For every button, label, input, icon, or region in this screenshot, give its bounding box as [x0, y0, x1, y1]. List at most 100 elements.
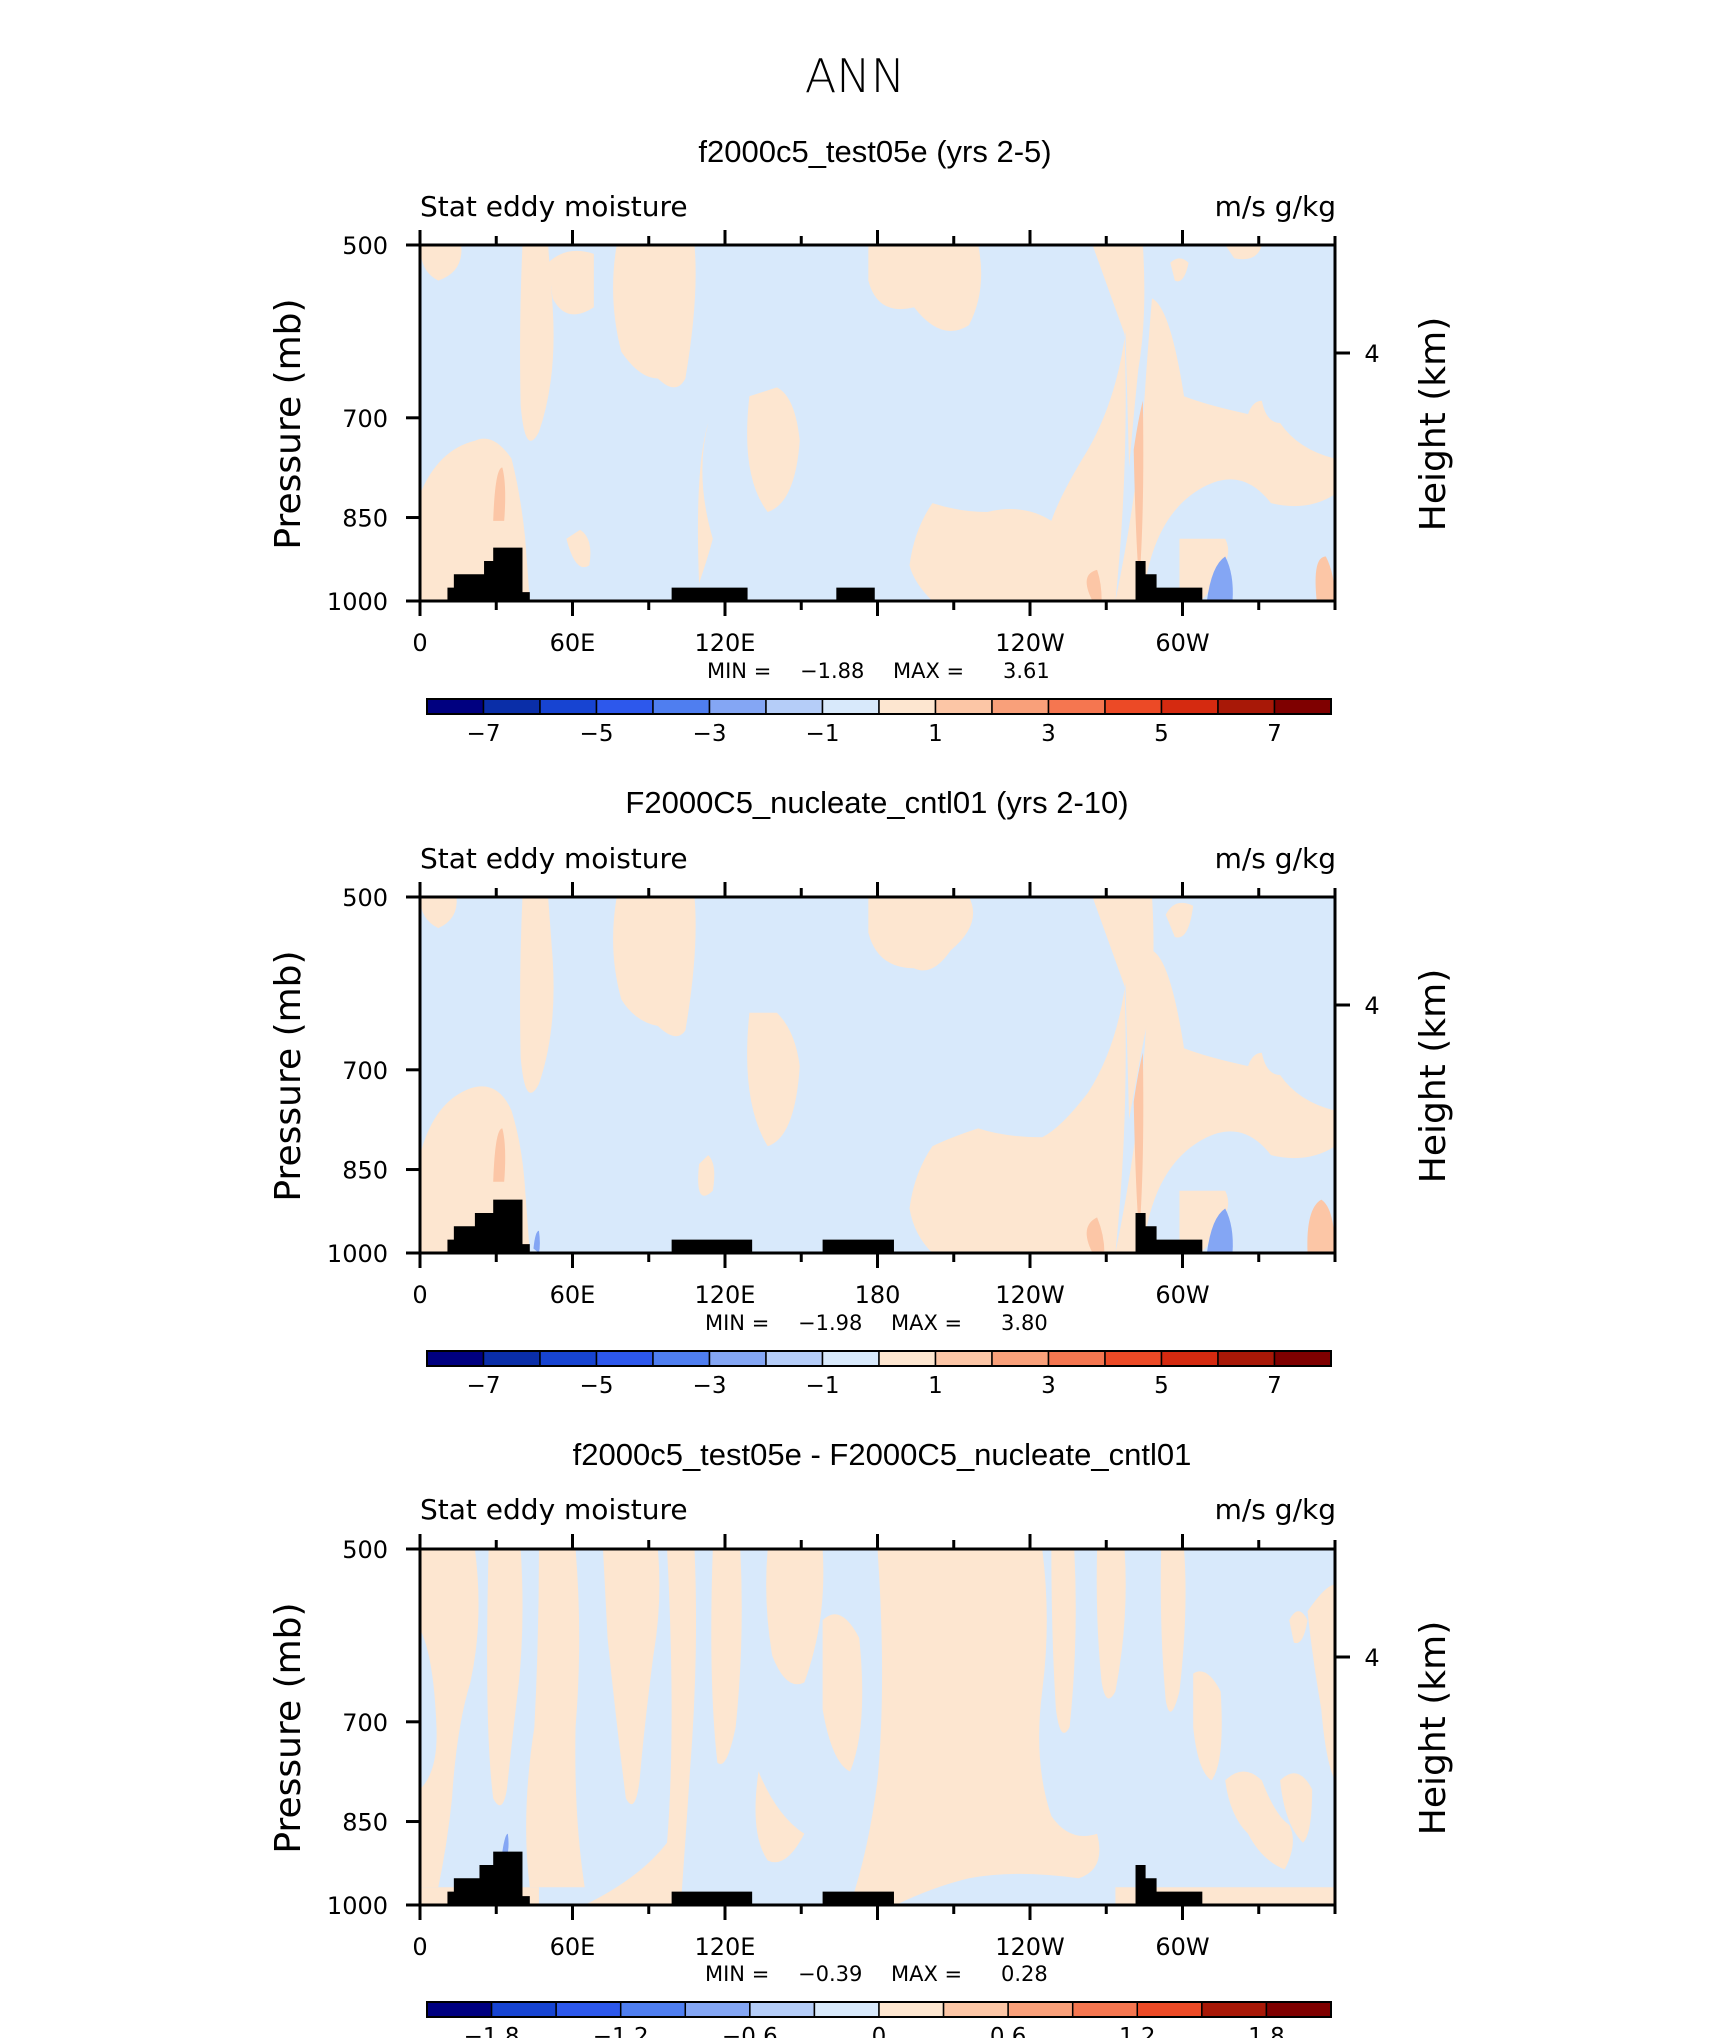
colorbar-swatch [555, 2001, 622, 2018]
contour-region [766, 1549, 824, 1685]
colorbar-swatch [765, 698, 824, 715]
colorbar-swatch [708, 1350, 767, 1367]
colorbar-swatch [1104, 1350, 1163, 1367]
contour-fill [493, 400, 1335, 601]
colorbar-swatch [652, 1350, 711, 1367]
colorbar-swatch [934, 1350, 993, 1367]
colorbar-swatch [1160, 698, 1219, 715]
contour-region [1193, 1671, 1222, 1781]
panel-title: F2000C5_nucleate_cntl01 (yrs 2-10) [625, 785, 1128, 820]
colorbar-swatch [595, 1350, 654, 1367]
colorbar-swatch [1217, 698, 1276, 715]
contour-region [420, 245, 462, 281]
colorbar-swatch [684, 2001, 751, 2018]
right-tick-label: 4 [1364, 1644, 1379, 1672]
contour-region [1170, 258, 1189, 282]
contour-region [1206, 556, 1233, 601]
max-value: 3.80 [1001, 1311, 1048, 1335]
topography-region [671, 1891, 753, 1905]
contour-region [1307, 1584, 1335, 1781]
colorbar-frame [426, 2001, 1332, 2018]
y-tick-label: 850 [342, 505, 388, 533]
min-value: −1.98 [798, 1311, 862, 1335]
contour-plot [420, 245, 1335, 601]
contour-region [1206, 1208, 1233, 1253]
colorbar-swatch [619, 2001, 687, 2018]
y-tick-label: 850 [342, 1157, 388, 1185]
contour-region [1165, 902, 1194, 938]
colorbar-swatch [749, 2001, 816, 2018]
contour-region [1096, 1549, 1126, 1699]
colorbar-tick-label: −5 [580, 1373, 614, 1399]
colorbar: −7 −5 −3 −1 1 3 5 7 [426, 698, 1332, 747]
colorbar-swatch [942, 2001, 1009, 2018]
contour-region [420, 897, 457, 929]
contour-region [1160, 1549, 1186, 1712]
contour-region [850, 1549, 1100, 1905]
colorbar-tick-label: −3 [693, 721, 727, 747]
contour-region [1086, 1217, 1105, 1253]
topography-region [671, 587, 748, 601]
colorbar-tick-label: 7 [1267, 721, 1282, 747]
colorbar-swatch [878, 1350, 937, 1367]
contour-plot [420, 1549, 1335, 1905]
colorbar-tick-label: −7 [467, 1373, 501, 1399]
topography [447, 1851, 1203, 1905]
colorbar-tick-label: −1 [806, 1373, 840, 1399]
contour-region [1133, 400, 1144, 584]
y-axis-right: 4 Height (km) [1335, 317, 1454, 531]
variable-label: Stat eddy moisture [420, 190, 688, 223]
x-tick-label: 60W [1155, 1281, 1209, 1309]
y-tick-label: 500 [342, 1536, 388, 1564]
contour-region [1315, 556, 1335, 601]
y-axis-title: Pressure (mb) [268, 950, 309, 1201]
min-value: −0.39 [798, 1962, 862, 1986]
y-axis-title: Pressure (mb) [268, 1602, 309, 1853]
max-label: MAX = [891, 1962, 962, 1986]
colorbar-swatch [652, 698, 711, 715]
right-tick-label: 4 [1364, 340, 1379, 368]
contour-region [1086, 569, 1102, 601]
colorbar: −7 −5 −3 −1 1 3 5 7 [426, 1350, 1332, 1399]
y-axis-right: 4 Height (km) [1335, 969, 1454, 1183]
colorbar-swatch [765, 1350, 824, 1367]
y-tick-label: 850 [342, 1809, 388, 1837]
panel-title: f2000c5_test05e - F2000C5_nucleate_cntl0… [573, 1437, 1192, 1472]
contour-region [1124, 897, 1154, 1120]
topography-region [1135, 1864, 1203, 1905]
x-tick-label: 60E [550, 1933, 596, 1961]
y-axis-right: 4 Height (km) [1335, 1621, 1454, 1835]
contour-region [1124, 245, 1145, 468]
contour-region [548, 250, 594, 315]
colorbar-tick-label: −1.8 [464, 2024, 520, 2038]
contour-region [1225, 245, 1262, 260]
colorbar-swatch [821, 1350, 880, 1367]
contour-region [613, 897, 696, 1037]
colorbar-swatch [1071, 2001, 1139, 2018]
right-axis-title: Height (km) [1413, 1621, 1454, 1835]
topography-region [822, 1891, 894, 1905]
contour-region [520, 245, 554, 441]
contour-region [1051, 1549, 1076, 1733]
contour-fill [1206, 556, 1233, 601]
contour-region [1179, 1190, 1229, 1253]
colorbar-swatch [878, 2001, 945, 2018]
colorbar-swatch [426, 2001, 493, 2018]
x-tick-label: 120E [695, 629, 756, 657]
colorbar-tick-label: 3 [1041, 721, 1056, 747]
x-tick-label: 0 [412, 1281, 427, 1309]
y-tick-label: 700 [342, 1057, 388, 1085]
y-tick-label: 1000 [327, 1892, 388, 1920]
contour-region [493, 1128, 506, 1182]
colorbar-swatch [1136, 2001, 1203, 2018]
contour-region [613, 245, 696, 388]
topography-region [671, 1239, 753, 1253]
contour-region [747, 1012, 800, 1147]
colorbar-swatch [1047, 698, 1106, 715]
x-tick-label: 60E [550, 1281, 596, 1309]
contour-region [697, 423, 713, 584]
colorbar-swatch [1273, 1350, 1332, 1367]
topography-region [447, 1851, 530, 1905]
x-axis: 0 60E 120E 180 120W 60W [412, 882, 1337, 1309]
panel-3: f2000c5_test05e - F2000C5_nucleate_cntl0… [268, 1437, 1454, 2038]
